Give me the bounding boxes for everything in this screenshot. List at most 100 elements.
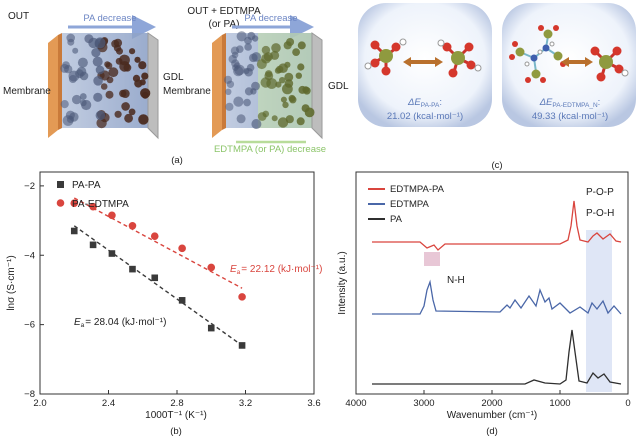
p-o-band-highlight xyxy=(586,230,612,392)
panel-c: ΔEPA-PA: 21.02 (kcal·mol⁻¹) xyxy=(358,3,636,171)
y-tick-label: −6 xyxy=(24,320,35,331)
legend-label-pa: PA xyxy=(390,214,403,225)
panel-a-title-right-line1: OUT + EDTMPA xyxy=(187,6,261,17)
peak-label-p-o-h: P-O-H xyxy=(586,208,614,219)
pa-particle xyxy=(95,65,105,75)
edtmpa-particle xyxy=(297,41,306,50)
x-tick-label: 2.4 xyxy=(102,398,115,409)
edtmpa-particle xyxy=(282,101,289,109)
edtmpa-particle xyxy=(236,114,246,124)
pa-decrease-label-left: PA decrease xyxy=(83,13,136,24)
pa-particle xyxy=(93,76,103,86)
delta-e-pa-edtmpa-label: ΔEPA-EDTMPA_N: xyxy=(539,97,601,109)
data-point-pa-edtmpa xyxy=(207,263,216,272)
y-tick-label: −2 xyxy=(24,181,35,192)
edtmpa-particle xyxy=(262,110,270,118)
edtmpa-particle xyxy=(261,45,271,55)
pa-particle xyxy=(96,117,107,129)
panel-d-chart: 4000 3000 2000 1000 0 EDTMPA-PA EDTMPA PA P-… xyxy=(337,171,631,437)
data-point-pa-pa xyxy=(108,250,116,257)
edtmpa-particle xyxy=(304,107,315,118)
y-tick-label: −4 xyxy=(24,250,35,261)
ea-annotation-pa-pa: Ea= 28.04 (kJ·mol⁻¹) xyxy=(74,317,166,329)
peak-label-p-o-p: P-O-P xyxy=(586,187,614,198)
pa-particle xyxy=(141,72,149,80)
panel-a-caption: (a) xyxy=(171,155,183,166)
edtmpa-particle xyxy=(233,96,244,107)
data-point-pa-edtmpa xyxy=(238,293,246,301)
n-h-band-highlight xyxy=(424,252,440,266)
pa-particle xyxy=(128,108,136,116)
legend-marker-pa-edtmpa xyxy=(56,199,65,207)
data-point-pa-pa xyxy=(89,241,97,249)
pa-particle xyxy=(69,112,79,122)
panel-d-axes: 4000 3000 2000 1000 0 xyxy=(345,390,631,409)
edtmpa-particle xyxy=(296,117,305,126)
data-point-pa-edtmpa xyxy=(89,202,97,211)
x-tick-label: 0 xyxy=(625,398,630,409)
legend-label-pa-edtmpa: PA-EDTMPA xyxy=(72,199,129,210)
pa-particle xyxy=(141,91,149,99)
panel-d-ylabel: Intensity (a.u.) xyxy=(337,251,348,314)
edtmpa-particle xyxy=(244,87,254,96)
pa-particle xyxy=(108,67,119,78)
pa-decrease-label-right: PA decrease xyxy=(244,13,297,24)
x-tick-label: 1000 xyxy=(549,398,570,409)
gdl-label-left: GDL xyxy=(163,72,184,83)
data-point-pa-pa xyxy=(207,324,215,332)
pa-particle xyxy=(134,56,141,63)
panel-a: OUT OUT + EDTMPA (or PA) PA decrease PA … xyxy=(3,6,349,166)
panel-d-xlabel: Wavenumber (cm⁻¹) xyxy=(447,410,537,421)
pa-particle xyxy=(100,83,108,90)
pa-particle xyxy=(77,57,88,68)
data-point-pa-edtmpa xyxy=(178,244,186,253)
delta-e-pa-pa-label: ΔEPA-PA: xyxy=(407,97,442,109)
edtmpa-particle xyxy=(280,96,287,103)
delta-e-pa-pa-value: 21.02 (kcal·mol⁻¹) xyxy=(387,111,463,122)
data-point-pa-pa xyxy=(238,342,246,349)
pa-particle xyxy=(60,100,69,109)
data-point-pa-edtmpa xyxy=(150,232,159,240)
pa-particle xyxy=(138,61,147,70)
pa-particle xyxy=(104,61,111,68)
pa-particle xyxy=(92,56,103,67)
edtmpa-particle xyxy=(244,43,252,51)
pa-particle xyxy=(95,110,106,121)
pa-particle xyxy=(111,39,120,48)
panel-b-points xyxy=(70,199,246,349)
molecule-bubble-left xyxy=(358,3,492,127)
edtmpa-particle xyxy=(225,102,234,111)
edtmpa-particle xyxy=(228,54,237,64)
pa-particle xyxy=(129,48,136,55)
edtmpa-particle xyxy=(236,45,244,53)
pa-particle xyxy=(81,99,92,111)
pa-particle xyxy=(139,79,146,86)
pa-particle xyxy=(138,114,149,125)
edtmpa-particle xyxy=(295,72,302,79)
ea-annotation-pa-edtmpa: Ea= 22.12 (kJ·mol⁻¹) xyxy=(230,264,322,276)
edtmpa-particle xyxy=(246,63,255,72)
gdl-label-right: GDL xyxy=(328,81,349,92)
edtmpa-particle xyxy=(225,88,232,96)
pa-particle xyxy=(72,47,79,54)
legend-label-edtmpa-pa: EDTMPA-PA xyxy=(390,184,445,195)
panel-d-caption: (d) xyxy=(486,426,498,437)
spectrum-pa xyxy=(372,329,622,385)
pa-particle xyxy=(79,93,87,100)
edtmpa-particle xyxy=(284,79,294,88)
pa-particle xyxy=(105,90,114,99)
legend-label-edtmpa: EDTMPA xyxy=(390,199,430,210)
edtmpa-particle xyxy=(261,53,272,64)
pa-particle xyxy=(114,110,122,118)
pa-particle xyxy=(119,61,130,72)
pa-particle xyxy=(124,113,133,123)
x-tick-label: 2000 xyxy=(481,398,502,409)
panel-b-xlabel: 1000T⁻¹ (K⁻¹) xyxy=(145,410,207,421)
pa-particle xyxy=(72,94,82,105)
spectrum-edtmpa xyxy=(372,279,622,315)
edtmpa-particle xyxy=(279,77,286,84)
pa-particle xyxy=(68,75,77,83)
pa-edtmpa-molecules-illustration xyxy=(509,25,629,83)
data-point-pa-edtmpa xyxy=(70,199,79,208)
spectrum-edtmpa-pa xyxy=(372,200,622,251)
